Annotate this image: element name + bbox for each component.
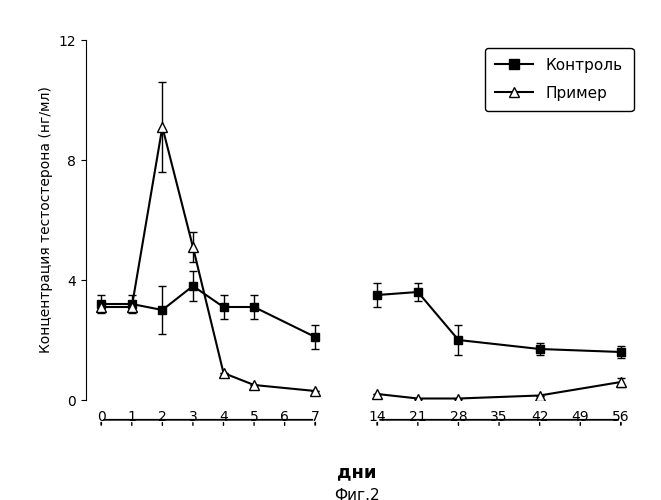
Y-axis label: Концентрация тестостерона (нг/мл): Концентрация тестостерона (нг/мл) <box>39 86 53 354</box>
Legend: Контроль, Пример: Контроль, Пример <box>485 48 633 112</box>
Text: Фиг.2: Фиг.2 <box>334 488 380 500</box>
Text: дни: дни <box>337 464 377 481</box>
